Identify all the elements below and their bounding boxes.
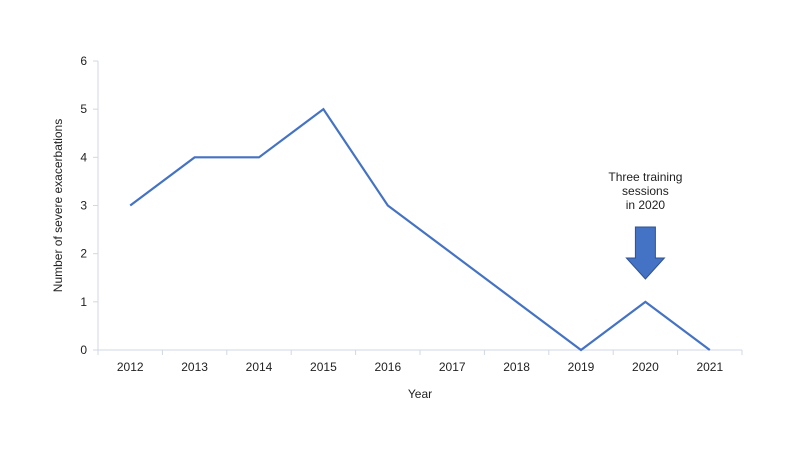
y-axis-title: Number of severe exacerbations: [51, 119, 65, 292]
y-tick-label: 0: [80, 343, 87, 357]
y-tick-label: 1: [80, 295, 87, 309]
series-line: [129, 107, 711, 352]
y-tick-label: 4: [80, 150, 87, 164]
y-tick-label: 2: [80, 247, 87, 261]
x-tick-label: 2017: [439, 360, 466, 374]
x-tick-label: 2019: [568, 360, 595, 374]
x-tick-label: 2021: [696, 360, 723, 374]
x-tick-label: 2020: [632, 360, 659, 374]
y-axis: 0 1 2 3 4 5 6: [80, 54, 99, 357]
x-tick-label: 2015: [310, 360, 337, 374]
y-tick-label: 3: [80, 199, 87, 213]
annotation-text: Three training: [608, 170, 682, 184]
annotation-text: sessions: [622, 184, 669, 198]
y-tick-label: 5: [80, 102, 87, 116]
x-axis-title: Year: [408, 387, 432, 401]
x-tick-label: 2018: [503, 360, 530, 374]
x-tick-label: 2013: [181, 360, 208, 374]
x-axis: 2012 2013 2014 2015 2016 2017 2018 2019 2020 2021: [97, 349, 743, 374]
x-tick-label: 2012: [117, 360, 144, 374]
annotation-text: in 2020: [626, 198, 666, 212]
y-tick-label: 6: [80, 54, 87, 68]
x-tick-label: 2016: [374, 360, 401, 374]
series-area: [129, 107, 711, 352]
x-tick-label: 2014: [246, 360, 273, 374]
down-arrow-icon: [625, 226, 666, 280]
